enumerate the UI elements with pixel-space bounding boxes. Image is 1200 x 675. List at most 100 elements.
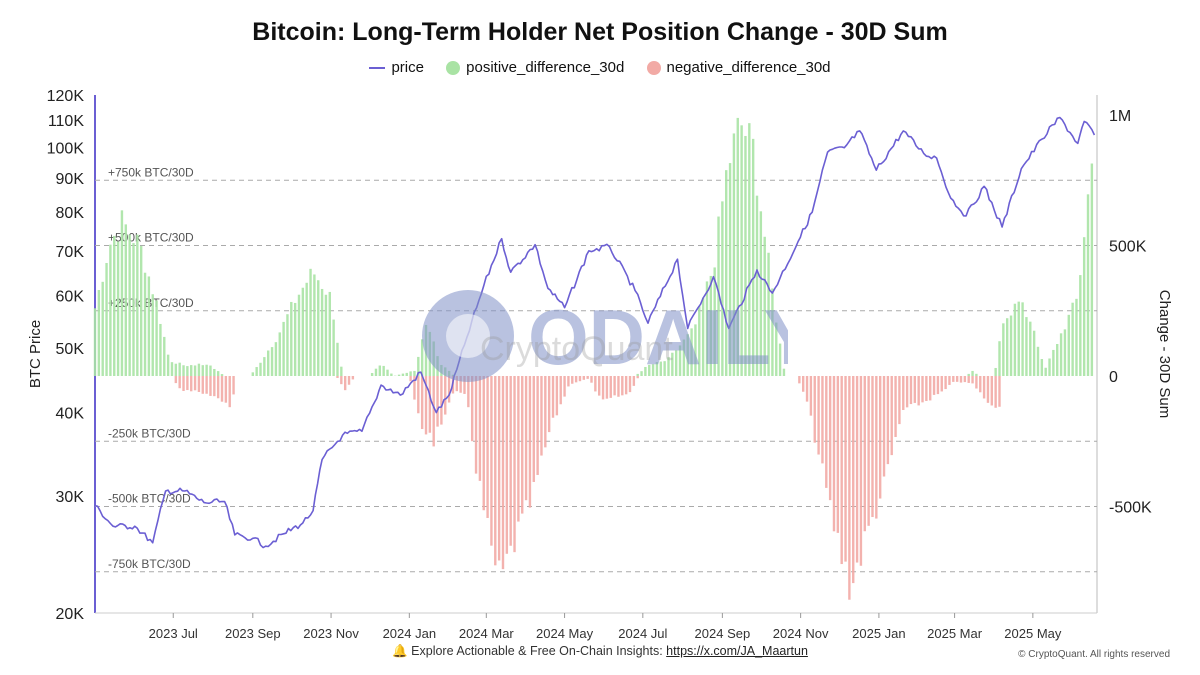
- negative-bar: [571, 376, 574, 384]
- negative-bar: [905, 376, 909, 408]
- positive-bar: [1063, 329, 1067, 376]
- positive-bar: [744, 135, 747, 376]
- negative-bar: [952, 376, 955, 382]
- negative-bar: [343, 376, 347, 391]
- positive-bar: [663, 361, 666, 376]
- positive-bar: [274, 342, 278, 376]
- positive-bar: [1017, 301, 1020, 376]
- positive-bar: [659, 361, 662, 376]
- negative-bar: [967, 376, 970, 383]
- negative-bar: [424, 376, 428, 435]
- negative-bar: [340, 376, 343, 385]
- y-right-tick-label: 500K: [1109, 239, 1147, 256]
- positive-bar: [193, 365, 197, 376]
- y-left-axis-title: BTC Price: [27, 320, 44, 388]
- positive-bar: [259, 362, 262, 376]
- y-right-tick-label: -500K: [1109, 500, 1152, 517]
- positive-bar: [174, 363, 178, 376]
- positive-bar: [755, 195, 759, 376]
- positive-bar: [686, 334, 689, 376]
- positive-bar: [313, 274, 316, 376]
- negative-bar: [228, 376, 231, 408]
- negative-bar: [867, 376, 870, 526]
- copyright-text: © CryptoQuant. All rights reserved: [1018, 649, 1170, 660]
- negative-bar: [193, 376, 197, 391]
- negative-bar: [551, 376, 555, 418]
- positive-bar: [1090, 163, 1094, 376]
- negative-bar: [559, 376, 562, 405]
- positive-bar: [759, 211, 763, 376]
- positive-bar: [428, 331, 432, 376]
- positive-bar: [721, 201, 724, 376]
- footer-link[interactable]: https://x.com/JA_Maartun: [666, 644, 808, 658]
- negative-bar: [609, 376, 612, 398]
- negative-bar: [524, 376, 528, 501]
- negative-bar: [478, 376, 482, 481]
- negative-bar: [536, 376, 539, 475]
- positive-bar: [170, 362, 174, 376]
- negative-bar: [197, 376, 201, 392]
- positive-bar: [698, 306, 701, 376]
- positive-bar: [159, 323, 162, 376]
- positive-bar: [1075, 298, 1078, 376]
- positive-bar: [120, 210, 124, 376]
- negative-bar: [636, 376, 639, 379]
- negative-bar: [944, 376, 947, 390]
- negative-bar: [821, 376, 824, 464]
- positive-bar: [267, 350, 270, 376]
- y-left-tick-label: 100K: [47, 141, 85, 158]
- positive-bar: [1082, 237, 1086, 376]
- positive-bar: [740, 125, 743, 376]
- reference-line-label: -250k BTC/30D: [108, 426, 191, 440]
- negative-bar: [582, 376, 586, 380]
- negative-bar: [336, 376, 339, 378]
- negative-bar: [624, 376, 628, 395]
- negative-bar: [590, 376, 593, 383]
- positive-bar: [771, 288, 774, 376]
- positive-bar: [775, 322, 778, 376]
- positive-bar: [1021, 302, 1024, 376]
- positive-bar: [139, 245, 143, 376]
- y-left-tick-label: 120K: [47, 88, 85, 105]
- positive-bar: [332, 319, 335, 376]
- negative-bar: [613, 376, 616, 396]
- negative-bar: [409, 376, 412, 382]
- positive-bar: [725, 170, 728, 376]
- positive-bar: [782, 368, 786, 376]
- positive-bar: [136, 234, 139, 376]
- positive-bar: [93, 308, 97, 376]
- negative-bar: [963, 376, 967, 383]
- legend-item-price[interactable]: price: [369, 59, 424, 76]
- x-tick-label: 2023 Jul: [149, 626, 198, 641]
- positive-bar: [390, 373, 393, 376]
- positive-bar: [305, 282, 308, 376]
- positive-bar: [178, 362, 181, 376]
- positive-bar: [640, 371, 643, 376]
- positive-bar: [155, 300, 158, 376]
- negative-bar: [540, 376, 543, 456]
- negative-bar: [467, 376, 470, 408]
- legend-dot-swatch: [646, 60, 661, 75]
- negative-bar: [490, 376, 493, 546]
- positive-bar: [1025, 317, 1028, 376]
- negative-bar: [855, 376, 859, 563]
- negative-bar: [825, 376, 828, 488]
- positive-bar: [713, 267, 716, 376]
- positive-bar: [370, 373, 374, 376]
- negative-bar: [917, 376, 920, 406]
- positive-bar: [1005, 318, 1009, 376]
- positive-bar: [1052, 349, 1055, 376]
- legend-item-positive[interactable]: positive_difference_30d: [446, 59, 624, 76]
- legend-item-negative[interactable]: negative_difference_30d: [646, 59, 831, 76]
- negative-bar: [959, 376, 963, 383]
- reference-line-label: -750k BTC/30D: [108, 557, 191, 571]
- x-tick-label: 2024 May: [536, 626, 594, 641]
- negative-bar: [528, 376, 532, 508]
- positive-bar: [651, 364, 655, 376]
- positive-bar: [967, 373, 970, 376]
- positive-bar: [1032, 330, 1036, 376]
- negative-bar: [459, 376, 462, 393]
- positive-bar: [278, 332, 281, 376]
- positive-bar: [374, 368, 378, 376]
